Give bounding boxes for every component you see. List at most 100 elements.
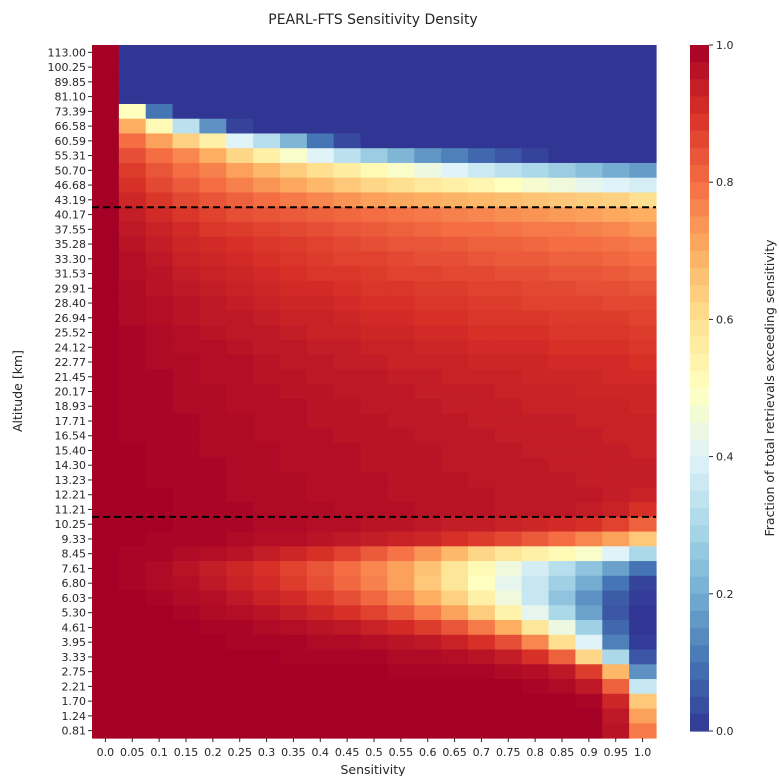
heatmap-cell <box>494 575 523 592</box>
heatmap-cell <box>414 354 442 370</box>
heatmap-cell <box>360 74 389 90</box>
heatmap-cell <box>145 221 174 238</box>
heatmap-cell <box>172 472 201 488</box>
heatmap-cell <box>226 162 254 179</box>
heatmap-cell <box>145 472 174 488</box>
heatmap-cell <box>575 354 603 370</box>
heatmap-cell <box>414 133 442 149</box>
heatmap-cell <box>145 546 174 562</box>
heatmap-cell <box>306 59 335 76</box>
heatmap-cell <box>521 531 550 547</box>
heatmap-cell <box>494 162 523 179</box>
heatmap-cell <box>521 177 550 194</box>
heatmap-cell <box>306 103 335 120</box>
heatmap-cell <box>602 266 630 282</box>
heatmap-cell <box>629 162 657 179</box>
heatmap-cell <box>629 354 657 370</box>
heatmap-cell <box>172 251 201 267</box>
heatmap-cell <box>253 620 281 636</box>
heatmap-cell <box>629 177 657 194</box>
heatmap-cell <box>548 148 577 164</box>
heatmap-cell <box>306 472 335 488</box>
heatmap-cell <box>92 620 120 636</box>
heatmap-cell <box>172 457 201 474</box>
heatmap-cell <box>360 162 389 179</box>
heatmap-cell <box>199 605 227 621</box>
heatmap-cell <box>145 723 174 739</box>
heatmap-cell <box>494 428 523 444</box>
heatmap-cell <box>172 679 201 695</box>
heatmap-cell <box>306 133 335 149</box>
heatmap-cell <box>172 708 201 724</box>
heatmap-cell <box>226 45 254 61</box>
heatmap-cell <box>602 192 630 208</box>
heatmap-cell <box>145 236 174 253</box>
heatmap-cell <box>360 634 389 651</box>
heatmap-cell <box>629 516 657 533</box>
heatmap-cell <box>253 236 281 253</box>
heatmap-cell <box>521 162 550 179</box>
heatmap-cell <box>92 192 120 208</box>
heatmap-cell <box>387 590 415 606</box>
heatmap-cell <box>548 251 577 267</box>
heatmap-cell <box>145 457 174 474</box>
heatmap-cell <box>575 59 603 76</box>
heatmap-cell <box>92 177 120 194</box>
heatmap-cell <box>306 45 335 61</box>
heatmap-cell <box>468 354 496 370</box>
heatmap-cell <box>629 192 657 208</box>
heatmap-cell <box>575 339 603 356</box>
heatmap-cell <box>521 457 550 474</box>
heatmap-cell <box>226 649 254 665</box>
heatmap-cell <box>118 251 147 267</box>
colorbar-segment <box>690 628 709 646</box>
heatmap-cell <box>280 162 308 179</box>
heatmap-cell <box>494 649 523 665</box>
heatmap-cell <box>629 103 657 120</box>
heatmap-cell <box>280 325 308 341</box>
heatmap-cell <box>306 280 335 297</box>
heatmap-cell <box>602 457 630 474</box>
heatmap-cell <box>145 133 174 149</box>
y-tick-label: 16.54 <box>55 430 87 443</box>
heatmap-cell <box>387 236 415 253</box>
heatmap-cell <box>199 266 227 282</box>
heatmap-cell <box>118 723 147 739</box>
heatmap-cell <box>280 502 308 518</box>
heatmap-cell <box>602 177 630 194</box>
heatmap-cell <box>441 546 469 562</box>
heatmap-cell <box>441 649 469 665</box>
x-tick-label: 0.4 <box>312 746 330 759</box>
heatmap-cell <box>226 148 254 164</box>
heatmap-cell <box>494 221 523 238</box>
heatmap-cell <box>172 295 201 311</box>
heatmap-cell <box>306 148 335 164</box>
y-tick-label: 11.21 <box>55 503 87 516</box>
heatmap-cell <box>468 148 496 164</box>
heatmap-cell <box>306 207 335 223</box>
heatmap-cell <box>172 118 201 135</box>
heatmap-cell <box>441 251 469 267</box>
heatmap-cell <box>521 575 550 592</box>
heatmap-cell <box>441 148 469 164</box>
heatmap-cell <box>118 546 147 562</box>
heatmap-cell <box>548 59 577 76</box>
heatmap-cell <box>441 487 469 503</box>
heatmap-cell <box>199 428 227 444</box>
y-tick-label: 73.39 <box>55 105 87 118</box>
heatmap-cell <box>521 620 550 636</box>
heatmap-cell <box>360 398 389 415</box>
heatmap-cell <box>306 708 335 724</box>
heatmap-cell <box>468 89 496 105</box>
heatmap-cell <box>92 679 120 695</box>
heatmap-cell <box>602 280 630 297</box>
x-tick-label: 0.45 <box>335 746 360 759</box>
y-tick-label: 22.77 <box>55 356 87 369</box>
heatmap-cell <box>494 531 523 547</box>
chart-title: PEARL-FTS Sensitivity Density <box>268 12 477 28</box>
colorbar-segment <box>690 490 709 509</box>
heatmap-cell <box>199 221 227 238</box>
heatmap-cell <box>414 310 442 326</box>
heatmap-cell <box>253 457 281 474</box>
y-tick-label: 55.31 <box>55 150 87 163</box>
